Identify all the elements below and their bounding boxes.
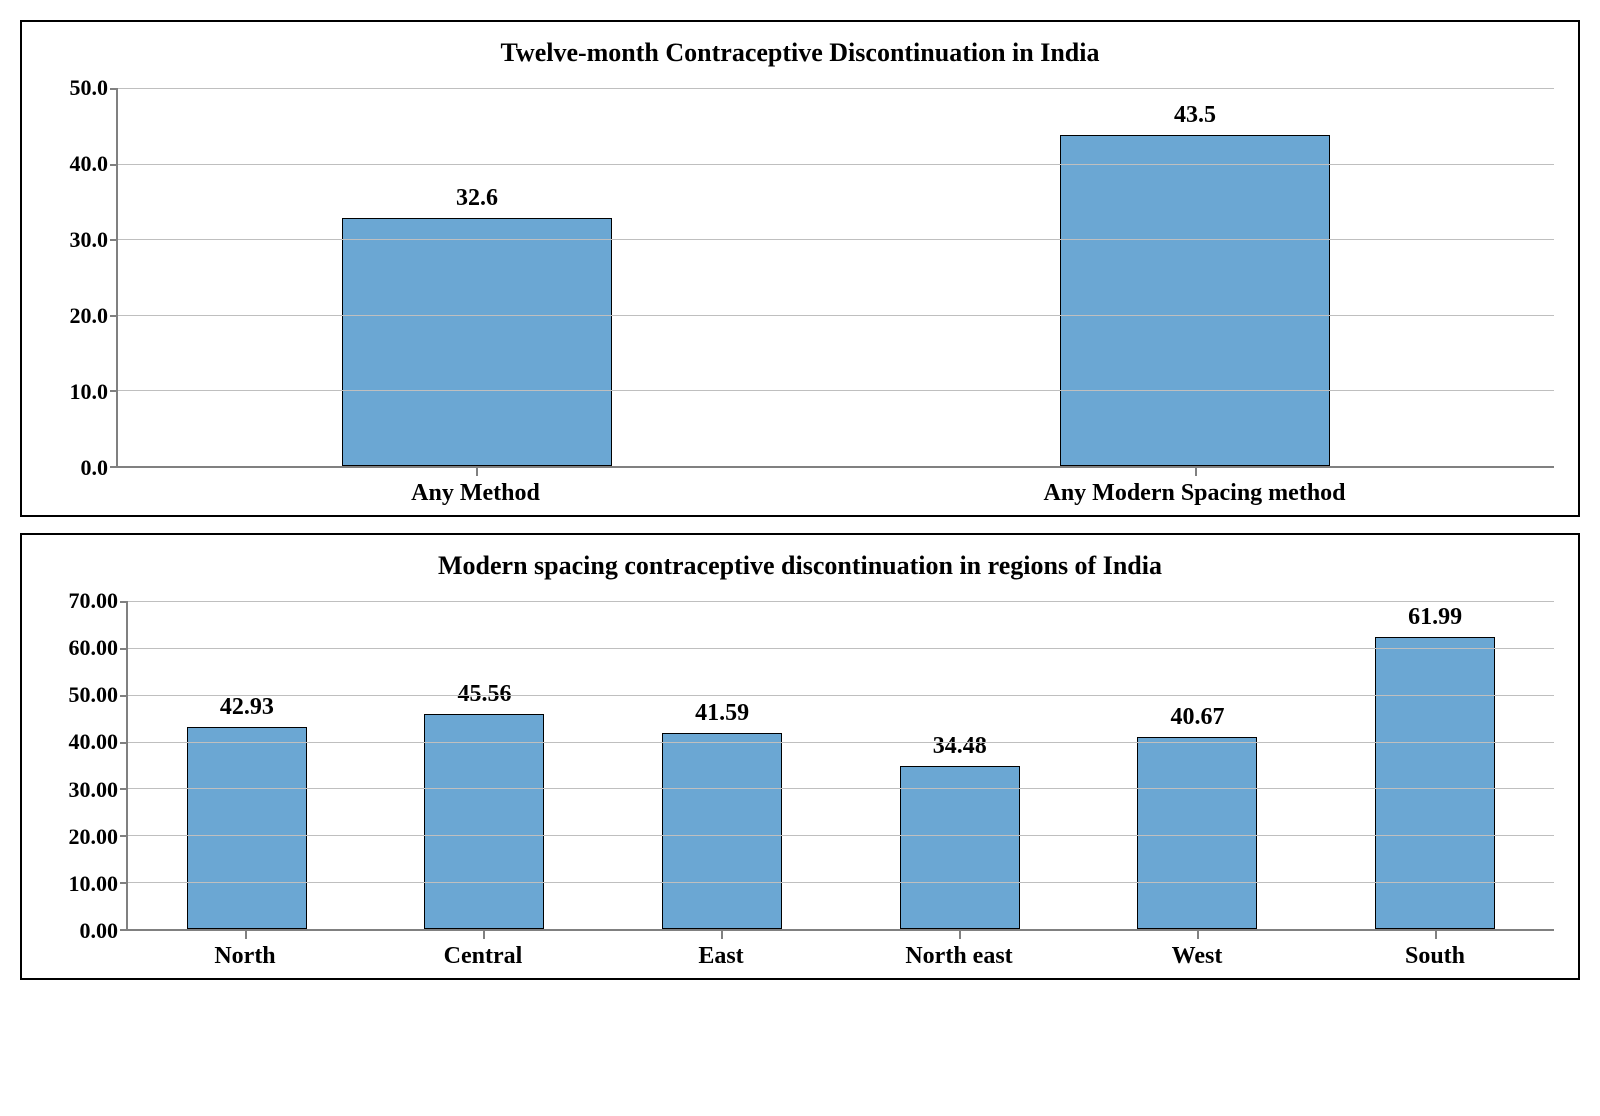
chart2-bar-slot: 45.56 <box>366 601 604 929</box>
chart2-grid-line <box>128 788 1554 789</box>
chart2-y-tick-mark <box>120 695 128 697</box>
chart1-bar <box>1060 135 1330 466</box>
chart2-bar-slot: 42.93 <box>128 601 366 929</box>
chart2-bar <box>662 733 782 929</box>
chart1-x-tick-row <box>116 468 1554 476</box>
chart2-x-label: East <box>602 943 840 970</box>
chart1-y-tick-mark <box>110 390 118 392</box>
chart2-grid-line <box>128 695 1554 696</box>
chart2-y-tick-mark <box>120 742 128 744</box>
chart2-y-tick-mark <box>120 788 128 790</box>
chart1-grid-line <box>118 239 1554 240</box>
chart2-bar-slot: 61.99 <box>1316 601 1554 929</box>
chart2-grid-line <box>128 601 1554 602</box>
chart2-x-tick-mark <box>1435 931 1437 939</box>
chart1-bars: 32.6 43.5 <box>118 88 1554 466</box>
chart1-grid-line <box>118 315 1554 316</box>
chart2-bar-slot: 34.48 <box>841 601 1079 929</box>
chart2-x-tick-mark <box>959 931 961 939</box>
chart1-y-tick-mark <box>110 239 118 241</box>
chart2-bar-value-label: 42.93 <box>220 694 274 721</box>
chart2-bars: 42.93 45.56 41.59 34.48 40.67 61.99 <box>128 601 1554 929</box>
chart2-bar <box>1137 737 1257 929</box>
chart1-x-label: Any Method <box>116 480 835 507</box>
chart2-bar-value-label: 34.48 <box>933 733 987 760</box>
chart2-bar <box>900 766 1020 929</box>
chart1-grid-line <box>118 164 1554 165</box>
chart1-grid-line <box>118 390 1554 391</box>
chart2-bar-value-label: 40.67 <box>1170 704 1224 731</box>
chart2-grid-line <box>128 882 1554 883</box>
chart2-bar <box>187 727 307 929</box>
chart1-bar <box>342 218 612 466</box>
chart2-bar-value-label: 61.99 <box>1408 604 1462 631</box>
chart2-title: Modern spacing contraceptive discontinua… <box>46 551 1554 581</box>
chart2-x-label: South <box>1316 943 1554 970</box>
chart2-x-tick-row <box>126 931 1554 939</box>
chart2-y-tick-mark <box>120 601 128 603</box>
chart1-y-tick-mark <box>110 164 118 166</box>
chart1-y-axis: 50.040.030.020.010.00.0 <box>46 88 116 468</box>
chart-panel-1: Twelve-month Contraceptive Discontinuati… <box>20 20 1580 517</box>
chart2-bar <box>1375 637 1495 929</box>
chart2-bar-slot: 40.67 <box>1079 601 1317 929</box>
chart2-bar <box>424 714 544 929</box>
chart1-plot-wrap: 50.040.030.020.010.00.0 32.6 43.5 <box>46 88 1554 468</box>
chart2-x-label: Central <box>364 943 602 970</box>
chart1-bar-slot: 32.6 <box>118 88 836 466</box>
chart-panel-2: Modern spacing contraceptive discontinua… <box>20 533 1580 980</box>
chart2-grid-line <box>128 742 1554 743</box>
chart2-grid-line <box>128 835 1554 836</box>
chart1-plot: 32.6 43.5 <box>116 88 1554 468</box>
chart1-x-label: Any Modern Spacing method <box>835 480 1554 507</box>
chart2-y-axis: 70.0060.0050.0040.0030.0020.0010.000.00 <box>46 601 126 931</box>
chart1-title: Twelve-month Contraceptive Discontinuati… <box>46 38 1554 68</box>
chart1-x-tick-mark <box>1195 468 1197 476</box>
chart2-x-tick-mark <box>721 931 723 939</box>
chart1-y-tick-mark <box>110 315 118 317</box>
chart2-bar-value-label: 41.59 <box>695 700 749 727</box>
chart2-x-tick-mark <box>1197 931 1199 939</box>
chart1-grid-line <box>118 88 1554 89</box>
chart1-bar-value-label: 43.5 <box>1174 102 1216 129</box>
chart2-y-tick-mark <box>120 835 128 837</box>
chart2-plot: 42.93 45.56 41.59 34.48 40.67 61.99 <box>126 601 1554 931</box>
chart2-grid-line <box>128 648 1554 649</box>
chart1-x-tick-mark <box>476 468 478 476</box>
chart1-bar-slot: 43.5 <box>836 88 1554 466</box>
chart1-y-tick-mark <box>110 88 118 90</box>
chart1-x-axis: Any MethodAny Modern Spacing method <box>116 480 1554 507</box>
chart2-x-tick-mark <box>483 931 485 939</box>
chart2-x-axis: NorthCentralEastNorth eastWestSouth <box>126 943 1554 970</box>
chart2-x-label: West <box>1078 943 1316 970</box>
chart2-x-label: North <box>126 943 364 970</box>
chart2-plot-wrap: 70.0060.0050.0040.0030.0020.0010.000.00 … <box>46 601 1554 931</box>
chart2-bar-slot: 41.59 <box>603 601 841 929</box>
chart2-x-label: North east <box>840 943 1078 970</box>
chart2-y-tick-mark <box>120 882 128 884</box>
chart2-y-tick-mark <box>120 648 128 650</box>
chart2-x-tick-mark <box>245 931 247 939</box>
chart1-bar-value-label: 32.6 <box>456 185 498 212</box>
